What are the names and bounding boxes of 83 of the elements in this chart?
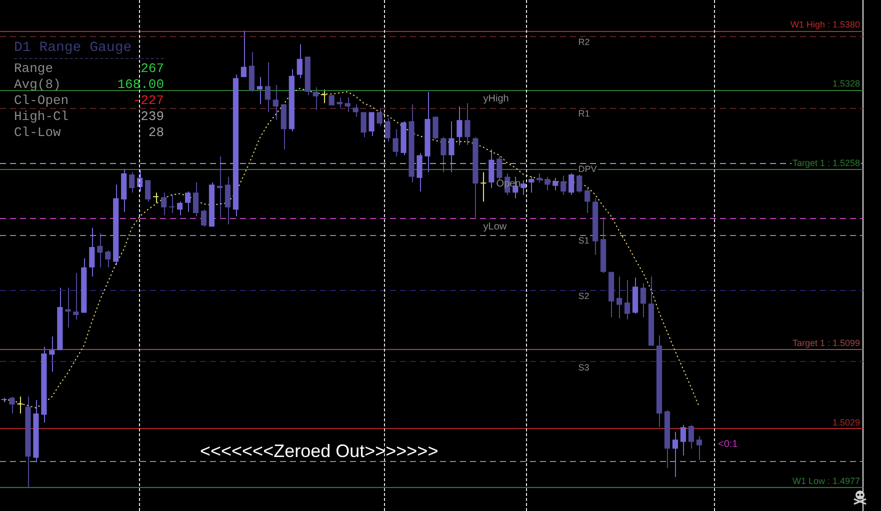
ref-line-label: 1.5029 — [832, 417, 860, 428]
candlestick — [344, 96, 350, 113]
candlestick — [49, 336, 55, 372]
annotation: 267 — [140, 61, 164, 77]
annotation: 28 — [148, 125, 164, 141]
candlestick — [552, 177, 558, 191]
candlestick — [161, 192, 167, 216]
candlestick — [440, 136, 446, 173]
ref-line-label: W1 Low : 1.4977 — [792, 476, 860, 486]
candlestick — [616, 276, 622, 319]
candlestick — [416, 152, 422, 192]
candlestick — [480, 172, 486, 202]
candlestick — [496, 156, 502, 181]
candlestick — [488, 149, 494, 189]
ref-line-label: Target 1 : 1.5258 — [792, 158, 860, 168]
candlestick — [296, 44, 302, 79]
candlestick — [560, 175, 566, 196]
candlestick — [9, 396, 15, 414]
candlestick — [328, 94, 334, 106]
candlestick — [576, 174, 582, 194]
candlestick — [584, 188, 590, 214]
candlestick — [264, 62, 270, 113]
ref-line-label: 1.5328 — [832, 78, 860, 88]
annotation: <<<<<<<Zeroed Out>>>>>>> — [200, 441, 438, 462]
candlestick — [680, 424, 686, 456]
annotation: 239 — [140, 109, 164, 125]
candlestick — [200, 209, 207, 228]
text: D1 Range Gauge — [14, 40, 164, 59]
candlestick — [368, 112, 374, 136]
candlestick — [352, 104, 358, 118]
candlestick — [360, 112, 366, 138]
candlestick — [240, 30, 247, 78]
annotation: yLow — [483, 221, 508, 232]
ref-line-label: R2 — [578, 37, 590, 48]
annotation: yHigh — [483, 93, 509, 104]
ref-line-label: S3 — [578, 362, 590, 372]
candlestick — [224, 176, 231, 225]
ref-line-label: W1 High : 1.5380 — [790, 20, 860, 30]
candlestick — [528, 176, 534, 194]
candlestick — [624, 279, 630, 320]
candlestick — [672, 431, 678, 478]
candlestick — [696, 436, 702, 461]
candlestick — [17, 396, 23, 414]
candlestick — [448, 120, 454, 173]
candlestick — [129, 172, 135, 194]
annotation: Range — [14, 61, 54, 77]
candlestick — [688, 424, 694, 450]
candlestick — [73, 272, 79, 320]
candlestick — [432, 116, 438, 140]
annotation: High-Cl — [14, 109, 69, 125]
ref-line-label: S1 — [578, 236, 590, 246]
annotation: -227 — [132, 93, 164, 109]
ref-line-label: Target 1 : 1.5099 — [792, 338, 860, 348]
candlestick — [456, 106, 462, 146]
candlestick — [256, 76, 262, 105]
candlestick — [568, 172, 574, 196]
candlestick — [392, 128, 398, 157]
ref-line-label: DPV — [578, 164, 597, 174]
candlestick — [544, 176, 550, 191]
candlestick — [320, 89, 326, 104]
candlestick — [192, 182, 199, 217]
annotation: Cl-Open — [14, 93, 69, 109]
candlestick — [169, 194, 175, 214]
candlestick — [176, 201, 183, 216]
candlestick — [105, 250, 111, 268]
candlestick — [312, 86, 318, 110]
candlestick — [376, 107, 382, 126]
candlestick — [640, 282, 646, 318]
ref-line-label: S2 — [578, 291, 590, 302]
candlestick — [97, 232, 103, 268]
candlestick — [464, 102, 470, 146]
candlestick — [184, 190, 191, 212]
annotation: 168.00 — [117, 77, 164, 93]
candlestick — [153, 192, 159, 204]
candlestick — [272, 84, 278, 121]
candlestick — [145, 180, 151, 202]
annotation: <0:1 — [718, 439, 738, 450]
candlestick — [89, 227, 95, 277]
ref-line-label: R1 — [578, 108, 590, 119]
candlestick — [384, 117, 390, 142]
annotation: Cl-Low — [14, 125, 61, 141]
candlestick — [520, 180, 526, 196]
annotation: Avg(8) — [14, 77, 61, 93]
